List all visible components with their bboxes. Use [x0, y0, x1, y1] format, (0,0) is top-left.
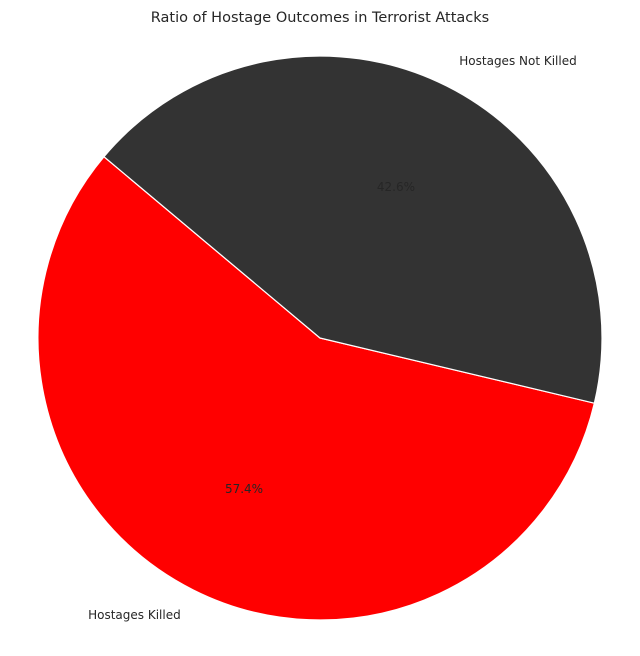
pie-slices [37, 55, 603, 621]
pie-labels: 57.4% Hostages Killed 42.6% Hostages Not Ki… [88, 54, 577, 622]
pie-percent-label: 42.6% [377, 180, 415, 194]
pie-category-label: Hostages Not Killed [459, 54, 576, 68]
pie-slice-hostages-not-killed [103, 55, 603, 404]
pie-percent-label: 57.4% [225, 482, 263, 496]
chart-title: Ratio of Hostage Outcomes in Terrorist A… [151, 10, 489, 26]
pie-category-label: Hostages Killed [88, 608, 181, 622]
pie-slice-hostages-killed [37, 156, 595, 621]
